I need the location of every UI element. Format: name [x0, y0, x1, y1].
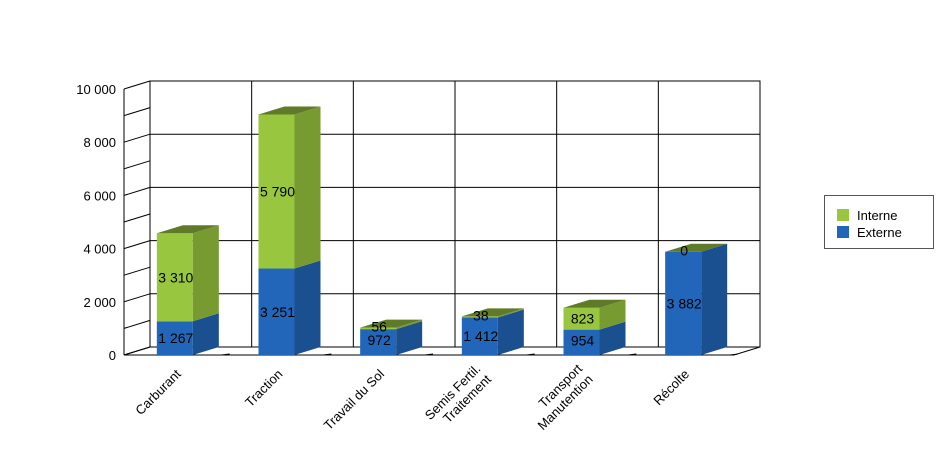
category-label: Semis Fertil.Traitement: [422, 361, 495, 426]
x-tick-mark: [424, 353, 434, 356]
gridline-side-minor: [123, 160, 151, 170]
bar-side-interne: [599, 299, 626, 330]
data-label-interne: 56: [371, 319, 387, 335]
category-label: Travail du Sol: [321, 366, 388, 433]
y-tick-label: 8 000: [83, 135, 116, 150]
bar-top-interne: [563, 299, 626, 308]
bar-side-externe: [396, 321, 423, 355]
bar-top-interne: [258, 106, 321, 115]
y-tick-label: 6 000: [83, 188, 116, 203]
category-label-line: Récolte: [650, 366, 692, 408]
data-label-interne: 823: [571, 311, 595, 327]
chart-legend: Interne Externe: [824, 195, 934, 249]
gridline-side: [123, 80, 151, 90]
gridline-side-minor: [123, 266, 151, 276]
legend-label-externe: Externe: [857, 224, 902, 240]
bar-top-interne: [360, 319, 423, 328]
data-label-interne: 38: [473, 307, 489, 323]
chart-axes: 0 2 000 4 000 6 000 8 000 10 000: [76, 82, 739, 363]
bar-side-interne: [294, 106, 321, 269]
category-label-line: Carburant: [132, 366, 184, 418]
bar-side-externe: [192, 313, 219, 355]
category-label: Récolte: [650, 366, 692, 408]
legend-swatch-externe: [837, 226, 849, 238]
bar-front-interne: [156, 233, 193, 322]
y-tick-label: 4 000: [83, 242, 116, 257]
bar-front-externe: [461, 317, 498, 355]
category-label: Traction: [242, 366, 285, 409]
data-label-externe: 954: [571, 333, 595, 349]
gridline-side-minor: [123, 319, 151, 329]
gridline-side: [123, 240, 151, 250]
bar-front-interne: [258, 114, 295, 269]
bar-front-interne: [461, 316, 498, 318]
data-label-interne: 5 790: [260, 184, 295, 200]
bar-top-interne: [156, 225, 219, 234]
category-label: Carburant: [132, 366, 184, 418]
bar-front-externe: [665, 251, 702, 355]
legend-swatch-interne: [837, 209, 849, 221]
bar-front-externe: [563, 329, 600, 355]
x-tick-mark: [526, 353, 535, 356]
bar-top-interne: [665, 243, 728, 252]
x-tick-mark: [628, 353, 637, 356]
data-label-externe: 3 882: [667, 295, 702, 311]
category-label-line: Travail du Sol: [321, 366, 388, 433]
category-label-line: Traction: [242, 366, 285, 409]
gridline-side: [123, 186, 151, 196]
y-tick-label: 2 000: [83, 295, 116, 310]
x-tick-mark: [729, 353, 739, 356]
bar-side-externe: [294, 260, 321, 355]
bar-front-interne: [563, 307, 600, 330]
data-label-externe: 972: [367, 332, 391, 348]
bar-front-externe: [258, 268, 295, 355]
bar-side-externe: [497, 309, 524, 355]
gridline-side: [123, 346, 151, 356]
bar-front-externe: [156, 321, 193, 355]
gridline-side: [123, 293, 151, 303]
bar-top-interne: [461, 308, 524, 317]
y-tick-label: 10 000: [76, 82, 116, 97]
chart-floor: [123, 346, 761, 356]
legend-label-interne: Interne: [857, 207, 898, 223]
gridline-side-minor: [123, 213, 151, 223]
bar-side-interne: [497, 308, 524, 318]
chart-grid: [123, 80, 761, 356]
chart-category-labels: Carburant Traction Travail du Sol Semis Fer…: [132, 361, 692, 433]
y-tick-label: 0: [109, 348, 116, 363]
x-tick-mark: [221, 353, 230, 356]
bar-front-interne: [360, 327, 397, 330]
bar-front-externe: [360, 329, 397, 355]
x-tick-mark: [323, 353, 332, 356]
gridline-side: [123, 133, 151, 143]
data-label-externe: 1 412: [463, 328, 498, 344]
legend-item-externe: Externe: [837, 224, 902, 240]
bar-side-interne: [396, 319, 423, 330]
gridline-side-minor: [123, 107, 151, 117]
data-label-externe: 1 267: [158, 330, 193, 346]
chart-bars: [156, 106, 728, 355]
data-label-interne: 0: [680, 243, 688, 259]
legend-item-interne: Interne: [837, 207, 898, 223]
data-label-externe: 3 251: [260, 304, 295, 320]
bar-side-externe: [599, 321, 626, 355]
data-label-interne: 3 310: [158, 269, 193, 285]
bar-side-interne: [192, 225, 219, 322]
bar-side-externe: [701, 243, 728, 355]
